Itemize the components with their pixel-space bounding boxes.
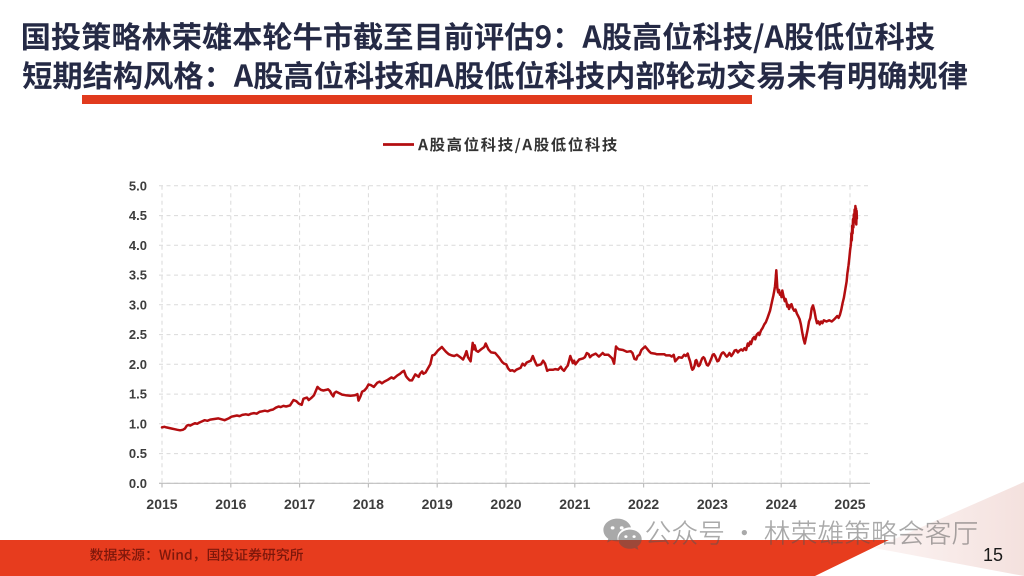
svg-text:15: 15 <box>983 545 1003 565</box>
svg-text:3.5: 3.5 <box>129 268 147 283</box>
svg-text:2018: 2018 <box>353 496 384 512</box>
svg-text:2023: 2023 <box>697 496 728 512</box>
svg-text:2017: 2017 <box>284 496 315 512</box>
svg-text:2021: 2021 <box>559 496 590 512</box>
svg-text:2019: 2019 <box>422 496 453 512</box>
svg-text:2024: 2024 <box>766 496 797 512</box>
svg-text:2.5: 2.5 <box>129 327 147 342</box>
svg-text:2016: 2016 <box>215 496 246 512</box>
svg-text:2025: 2025 <box>834 496 865 512</box>
svg-text:3.0: 3.0 <box>129 297 147 312</box>
svg-text:1.5: 1.5 <box>129 387 147 402</box>
svg-text:2.0: 2.0 <box>129 357 147 372</box>
svg-text:2020: 2020 <box>490 496 521 512</box>
svg-text:0.0: 0.0 <box>129 476 147 491</box>
svg-text:5.0: 5.0 <box>129 178 147 193</box>
svg-text:2022: 2022 <box>628 496 659 512</box>
svg-text:0.5: 0.5 <box>129 446 147 461</box>
svg-text:1.0: 1.0 <box>129 416 147 431</box>
svg-text:4.5: 4.5 <box>129 208 147 223</box>
svg-text:4.0: 4.0 <box>129 238 147 253</box>
svg-text:2015: 2015 <box>146 496 177 512</box>
